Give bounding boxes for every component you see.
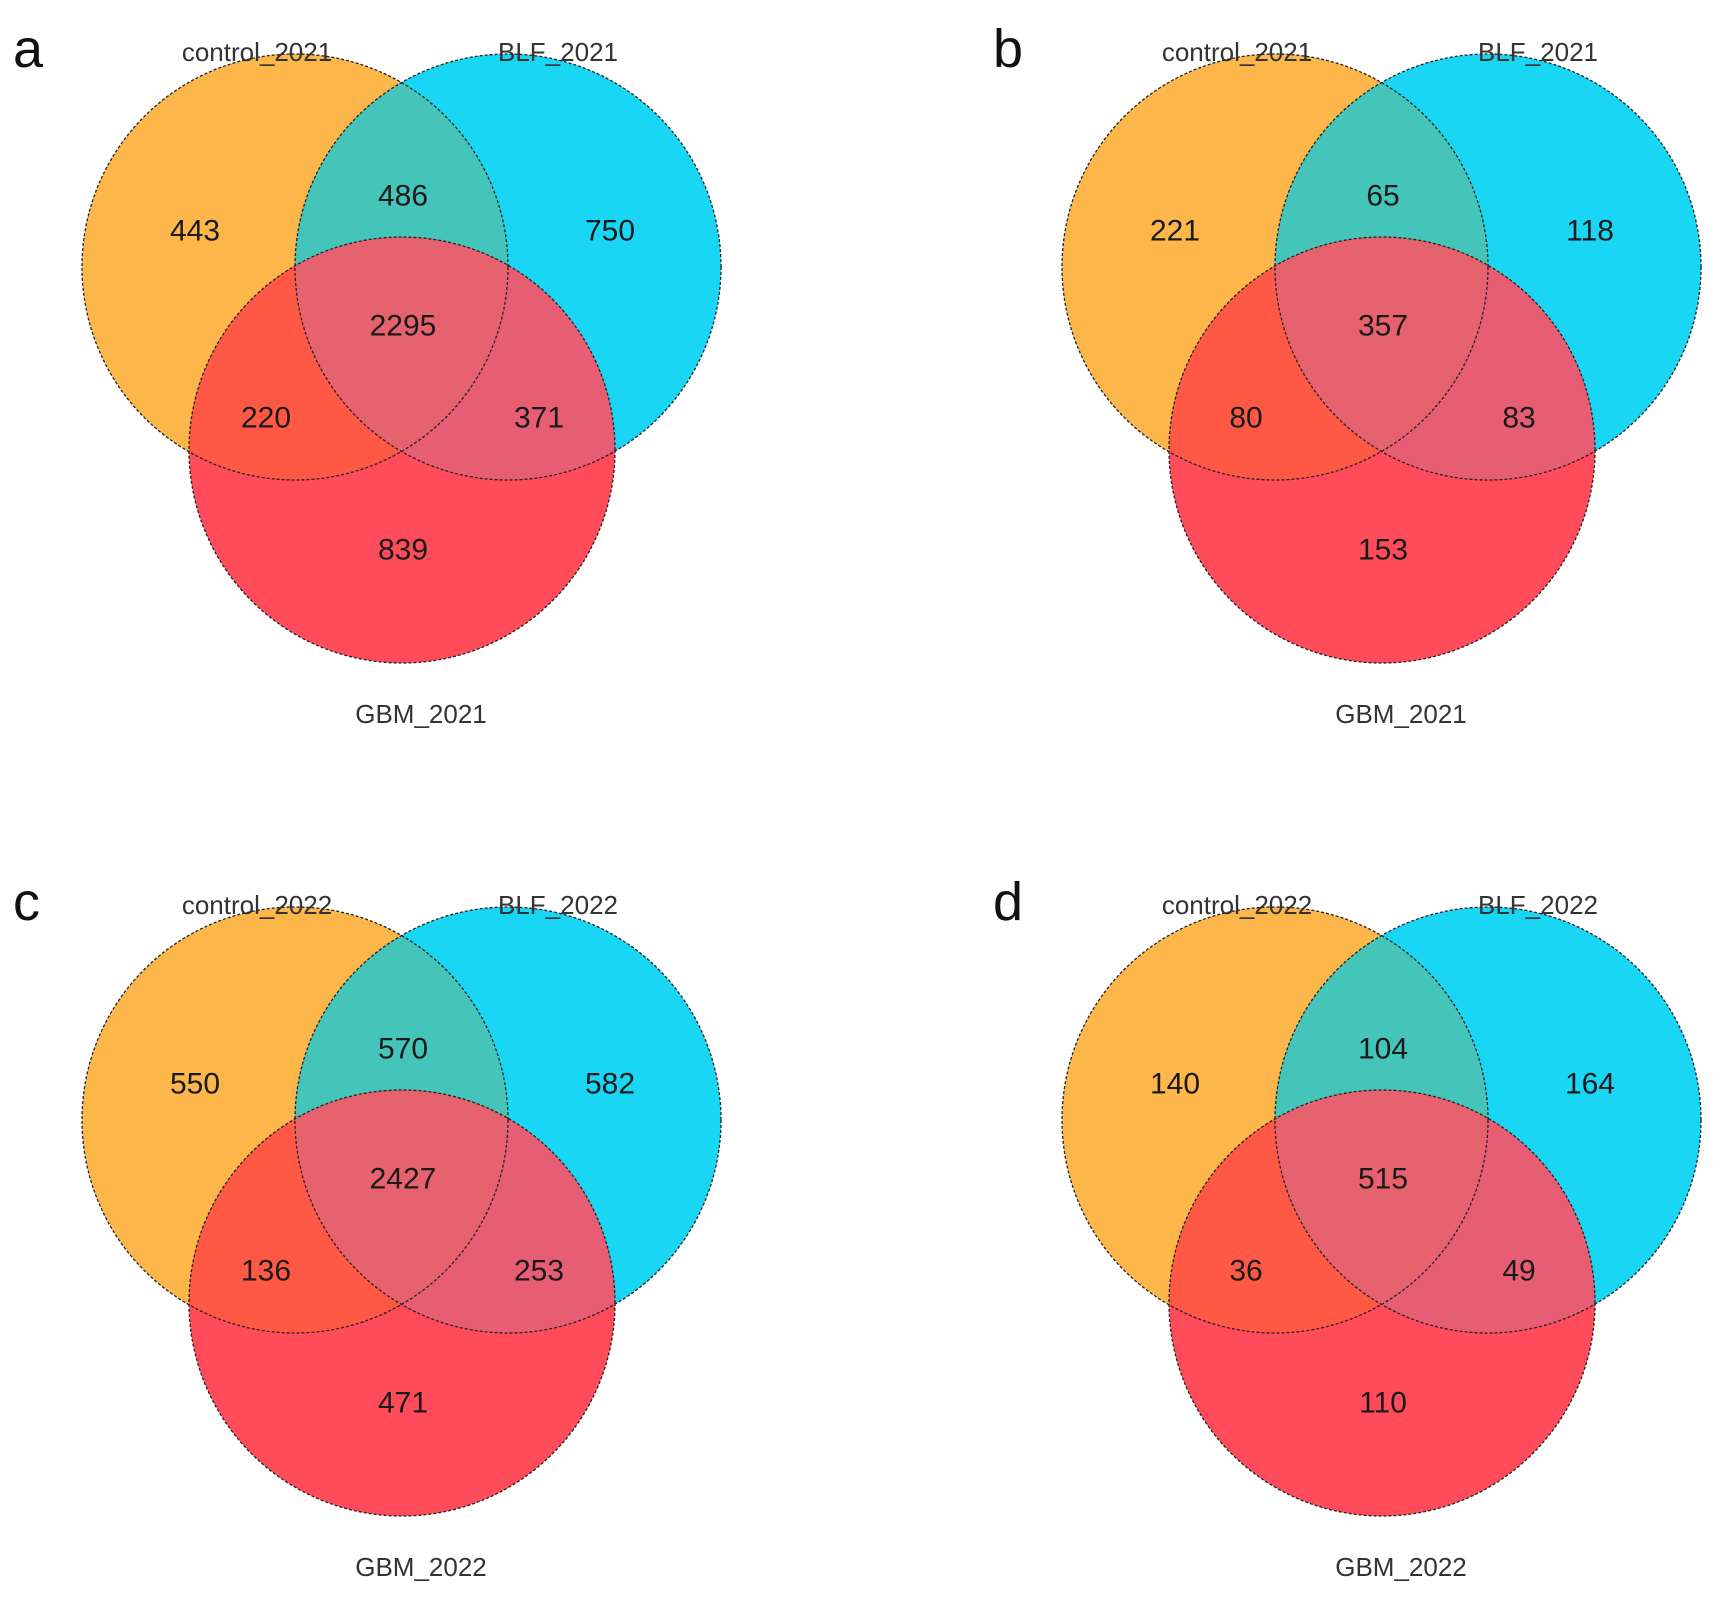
count-control-blf: 104: [1358, 1033, 1408, 1066]
count-all: 357: [1358, 310, 1408, 343]
count-gbm-only: 839: [378, 534, 428, 567]
control-circle-outline: [81, 53, 509, 481]
count-control-only: 140: [1150, 1068, 1200, 1101]
blf-set-label: BLF_2021: [1478, 37, 1598, 67]
count-gbm-only: 110: [1359, 1387, 1407, 1420]
gbm-circle-outline: [188, 236, 616, 664]
blf-circle-outline: [294, 53, 722, 481]
gbm-set-label: GBM_2021: [1335, 699, 1467, 729]
control-circle-outline: [81, 906, 509, 1334]
count-gbm-only: 153: [1358, 534, 1408, 567]
count-gbm-only: 471: [378, 1387, 428, 1420]
gbm-set-label: GBM_2021: [355, 699, 487, 729]
panel-letter: a: [13, 19, 44, 79]
gbm-circle-outline: [1168, 1089, 1596, 1517]
count-control-only: 550: [170, 1068, 220, 1101]
count-blf-gbm: 49: [1502, 1255, 1535, 1288]
count-control-blf: 570: [378, 1033, 428, 1066]
count-control-gbm: 136: [241, 1255, 291, 1288]
control-circle-outline: [1061, 906, 1489, 1334]
count-blf-only: 750: [585, 215, 635, 248]
blf-set-label: BLF_2022: [1478, 890, 1598, 920]
blf-circle-outline: [294, 906, 722, 1334]
count-blf-only: 118: [1566, 215, 1614, 248]
control-set-label: control_2022: [182, 890, 332, 920]
panel-letter: b: [993, 19, 1023, 79]
control-set-label: control_2021: [1162, 37, 1312, 67]
panel-letter: d: [993, 872, 1023, 932]
count-blf-gbm: 253: [514, 1255, 564, 1288]
panel-letter: c: [13, 872, 40, 932]
count-all: 2427: [370, 1163, 437, 1196]
venn-panel-b: b control_2021 BLF_2021 GBM_2021 221 65 118 357…: [993, 19, 1702, 729]
count-control-gbm: 80: [1229, 402, 1262, 435]
count-control-only: 443: [170, 215, 220, 248]
count-all: 2295: [370, 310, 437, 343]
gbm-circle-outline: [1168, 236, 1596, 664]
count-blf-only: 582: [585, 1068, 635, 1101]
count-control-gbm: 36: [1229, 1255, 1262, 1288]
blf-circle-outline: [1274, 53, 1702, 481]
gbm-circle-outline: [188, 1089, 616, 1517]
blf-set-label: BLF_2022: [498, 890, 618, 920]
control-circle-outline: [1061, 53, 1489, 481]
count-control-only: 221: [1150, 215, 1200, 248]
count-blf-only: 164: [1565, 1068, 1615, 1101]
count-control-gbm: 220: [241, 402, 291, 435]
control-set-label: control_2022: [1162, 890, 1312, 920]
blf-set-label: BLF_2021: [498, 37, 618, 67]
gbm-set-label: GBM_2022: [1335, 1552, 1467, 1582]
count-all: 515: [1358, 1163, 1408, 1196]
venn-panel-c: c control_2022 BLF_2022 GBM_2022 550 570 582 24…: [13, 872, 722, 1582]
control-set-label: control_2021: [182, 37, 332, 67]
venn-panel-a: a control_2021 BLF_2021 GBM_2021 443 486 750 22…: [13, 19, 722, 729]
count-control-blf: 486: [378, 180, 428, 213]
count-blf-gbm: 371: [514, 402, 564, 435]
count-control-blf: 65: [1366, 180, 1399, 213]
venn-panel-d: d control_2022 BLF_2022 GBM_2022 140 104 164 51…: [993, 872, 1702, 1582]
count-blf-gbm: 83: [1502, 402, 1535, 435]
gbm-set-label: GBM_2022: [355, 1552, 487, 1582]
blf-circle-outline: [1274, 906, 1702, 1334]
